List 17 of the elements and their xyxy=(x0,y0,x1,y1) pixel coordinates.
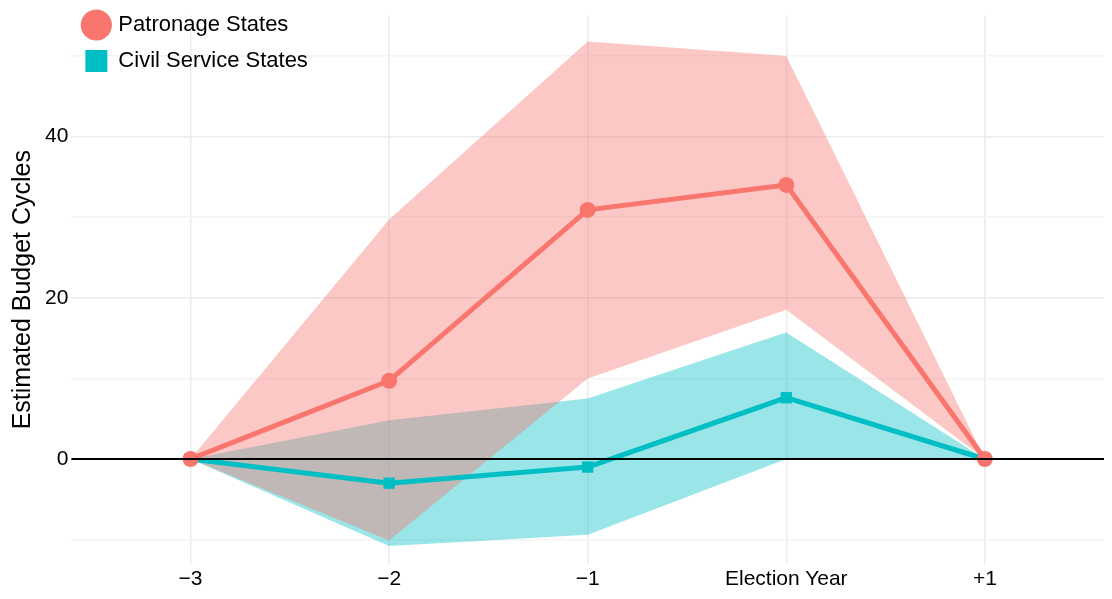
point xyxy=(778,176,795,193)
point xyxy=(381,372,398,389)
y-tick-label: 0 xyxy=(56,445,69,469)
legend-label: Civil Service States xyxy=(118,47,308,73)
y-tick-label: 20 xyxy=(45,284,69,308)
x-tick-label: Election Year xyxy=(724,566,848,590)
point xyxy=(383,477,395,489)
point xyxy=(579,201,596,218)
legend-label: Patronage States xyxy=(118,11,289,37)
x-tick-label: −1 xyxy=(575,566,600,590)
x-tick-label: −2 xyxy=(377,566,402,590)
point xyxy=(582,461,594,473)
y-axis-title: Estimated Budget Cycles xyxy=(6,150,35,430)
x-tick-label: +1 xyxy=(972,566,997,590)
y-tick-label: 40 xyxy=(45,123,69,147)
x-tick-label: −3 xyxy=(178,566,203,590)
point xyxy=(780,392,792,404)
